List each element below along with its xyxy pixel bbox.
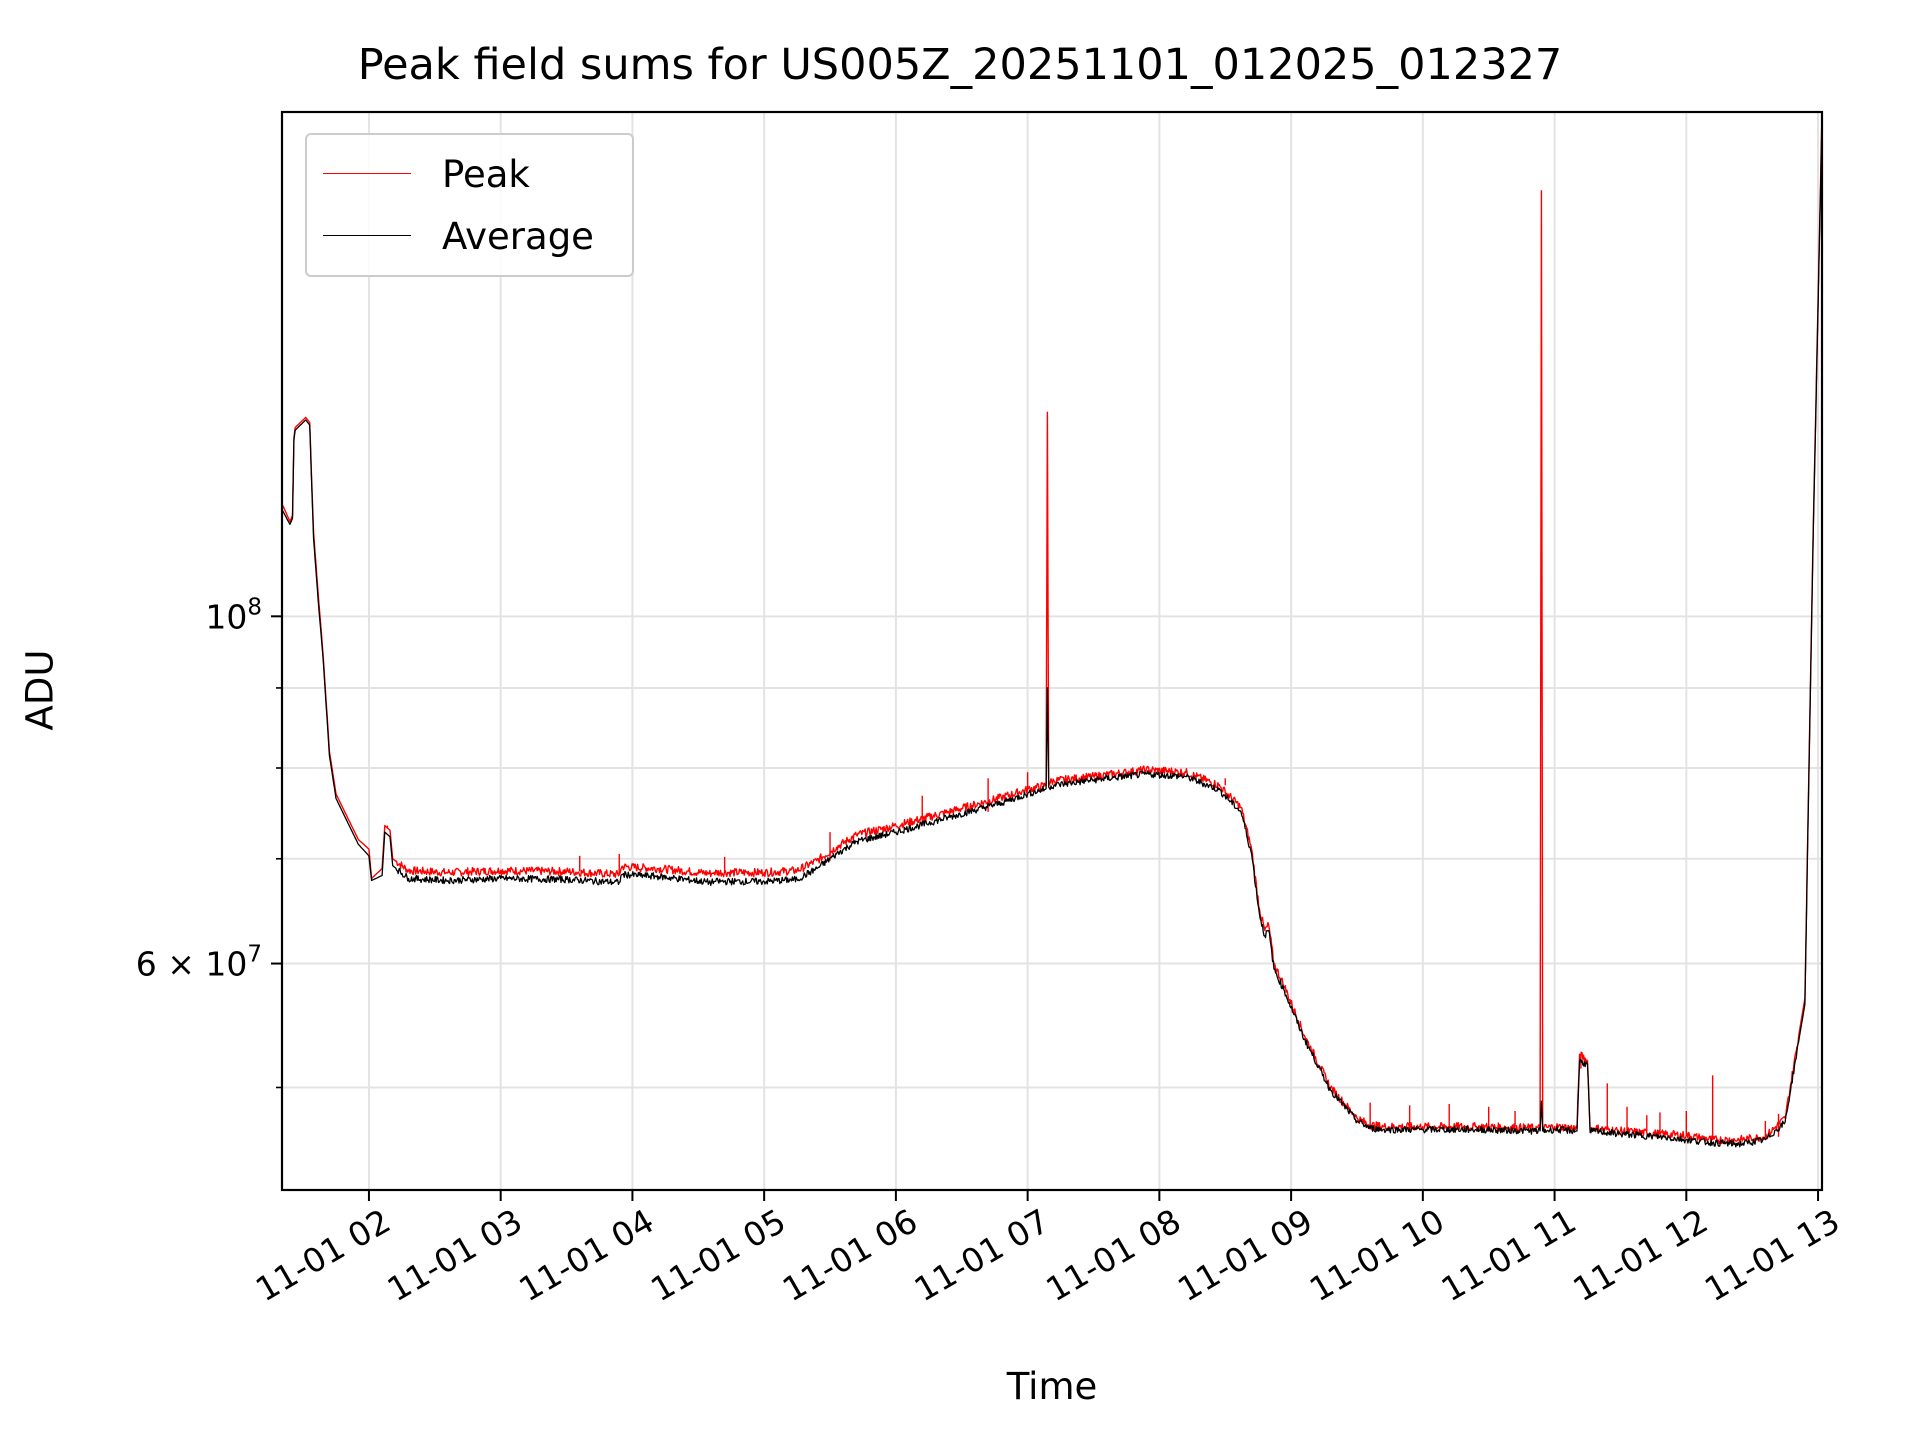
- x-axis-label: Time: [1006, 1365, 1098, 1408]
- y-tick-label-base: 10: [205, 597, 247, 636]
- x-tick-label: 11-01 11: [1435, 1201, 1583, 1309]
- legend-swatch-average: [323, 235, 411, 236]
- legend-label-average: Average: [442, 215, 594, 258]
- chart-title: Peak field sums for US005Z_20251101_0120…: [357, 40, 1563, 90]
- plot-area: [282, 112, 1822, 1148]
- x-tick-label: 11-01 05: [644, 1201, 792, 1309]
- legend-swatch-peak: [323, 173, 411, 174]
- x-tick-label: 11-01 09: [1171, 1201, 1319, 1309]
- series-line-average: [282, 118, 1822, 1148]
- x-tick-label: 11-01 03: [381, 1201, 529, 1309]
- y-tick-label-exponent: 7: [247, 942, 262, 968]
- x-tick-label: 11-01 02: [249, 1201, 397, 1309]
- legend-label-peak: Peak: [442, 153, 530, 196]
- y-axis-label-text: ADU: [18, 649, 62, 731]
- x-tick-label: 11-01 08: [1039, 1201, 1187, 1309]
- y-tick-label: 6 × 107: [136, 942, 262, 984]
- x-tick-label: 11-01 04: [512, 1201, 660, 1309]
- legend-item-peak: Peak: [307, 151, 632, 196]
- legend-item-average: Average: [307, 213, 632, 258]
- axes-frame: [280, 110, 1824, 1192]
- x-tick-label: 11-01 13: [1698, 1201, 1846, 1309]
- legend: Peak Average: [305, 133, 634, 277]
- x-tick-label: 11-01 12: [1566, 1201, 1714, 1309]
- y-tick-label: 108: [205, 594, 262, 636]
- x-tick-label: 11-01 06: [776, 1201, 924, 1309]
- x-tick-label: 11-01 10: [1303, 1201, 1451, 1309]
- y-axis-ticks: 6 × 107 108: [136, 594, 282, 1089]
- y-tick-label-exponent: 8: [247, 594, 262, 620]
- x-tick-label: 11-01 07: [908, 1201, 1056, 1309]
- y-tick-label-base: 6 × 10: [136, 945, 248, 984]
